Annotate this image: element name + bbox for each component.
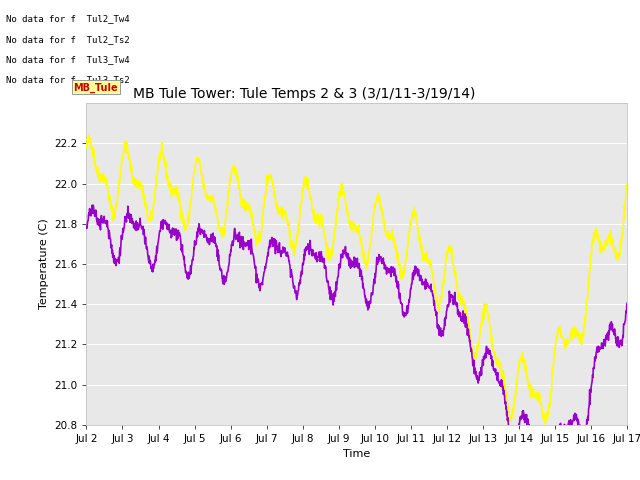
Text: MB Tule Tower: Tule Temps 2 & 3 (3/1/11-3/19/14): MB Tule Tower: Tule Temps 2 & 3 (3/1/11-…: [133, 87, 476, 101]
Y-axis label: Temperature (C): Temperature (C): [38, 218, 49, 310]
Text: No data for f  Tul2_Ts2: No data for f Tul2_Ts2: [6, 35, 130, 44]
Legend: Tul2_Ts-8, Tul3_Ts-8: Tul2_Ts-8, Tul3_Ts-8: [263, 479, 451, 480]
Text: No data for f  Tul2_Tw4: No data for f Tul2_Tw4: [6, 14, 130, 24]
X-axis label: Time: Time: [343, 449, 371, 459]
Text: No data for f  Tul3_Ts2: No data for f Tul3_Ts2: [6, 75, 130, 84]
Text: MB_Tule: MB_Tule: [74, 82, 118, 93]
Text: No data for f  Tul3_Tw4: No data for f Tul3_Tw4: [6, 55, 130, 64]
